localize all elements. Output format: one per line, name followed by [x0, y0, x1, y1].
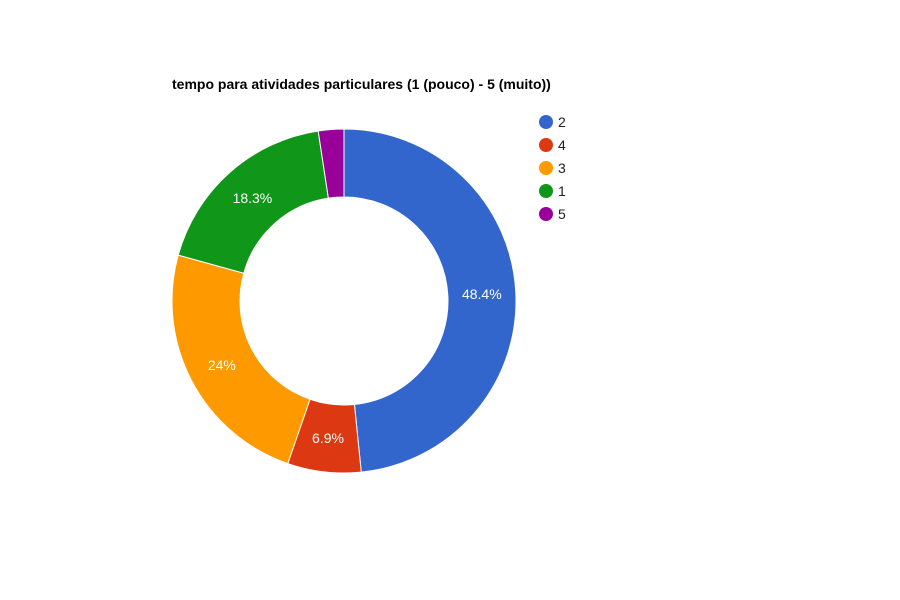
slice-5[interactable]: [317, 128, 345, 199]
legend-item-1[interactable]: 1: [539, 183, 566, 199]
slice-label-2: 48.4%: [462, 286, 502, 302]
legend-label-4: 4: [558, 137, 566, 153]
slice-3[interactable]: [171, 254, 311, 465]
legend-swatch-1: [539, 184, 553, 198]
legend: 2 4 3 1 5: [539, 114, 566, 222]
legend-label-3: 3: [558, 160, 566, 176]
legend-item-3[interactable]: 3: [539, 160, 566, 176]
legend-item-5[interactable]: 5: [539, 206, 566, 222]
legend-item-4[interactable]: 4: [539, 137, 566, 153]
slices-group: [171, 128, 517, 474]
slice-label-3: 24%: [208, 357, 236, 373]
legend-swatch-3: [539, 161, 553, 175]
slice-label-4: 6.9%: [312, 430, 344, 446]
slice-labels-group: 48.4% 6.9% 24% 18.3%: [208, 190, 502, 446]
slice-label-1: 18.3%: [233, 190, 273, 206]
chart-title: tempo para atividades particulares (1 (p…: [172, 76, 551, 92]
legend-label-5: 5: [558, 206, 566, 222]
legend-swatch-5: [539, 207, 553, 221]
legend-swatch-2: [539, 115, 553, 129]
slice-2[interactable]: [343, 128, 517, 473]
legend-label-1: 1: [558, 183, 566, 199]
legend-item-2[interactable]: 2: [539, 114, 566, 130]
legend-swatch-4: [539, 138, 553, 152]
legend-label-2: 2: [558, 114, 566, 130]
